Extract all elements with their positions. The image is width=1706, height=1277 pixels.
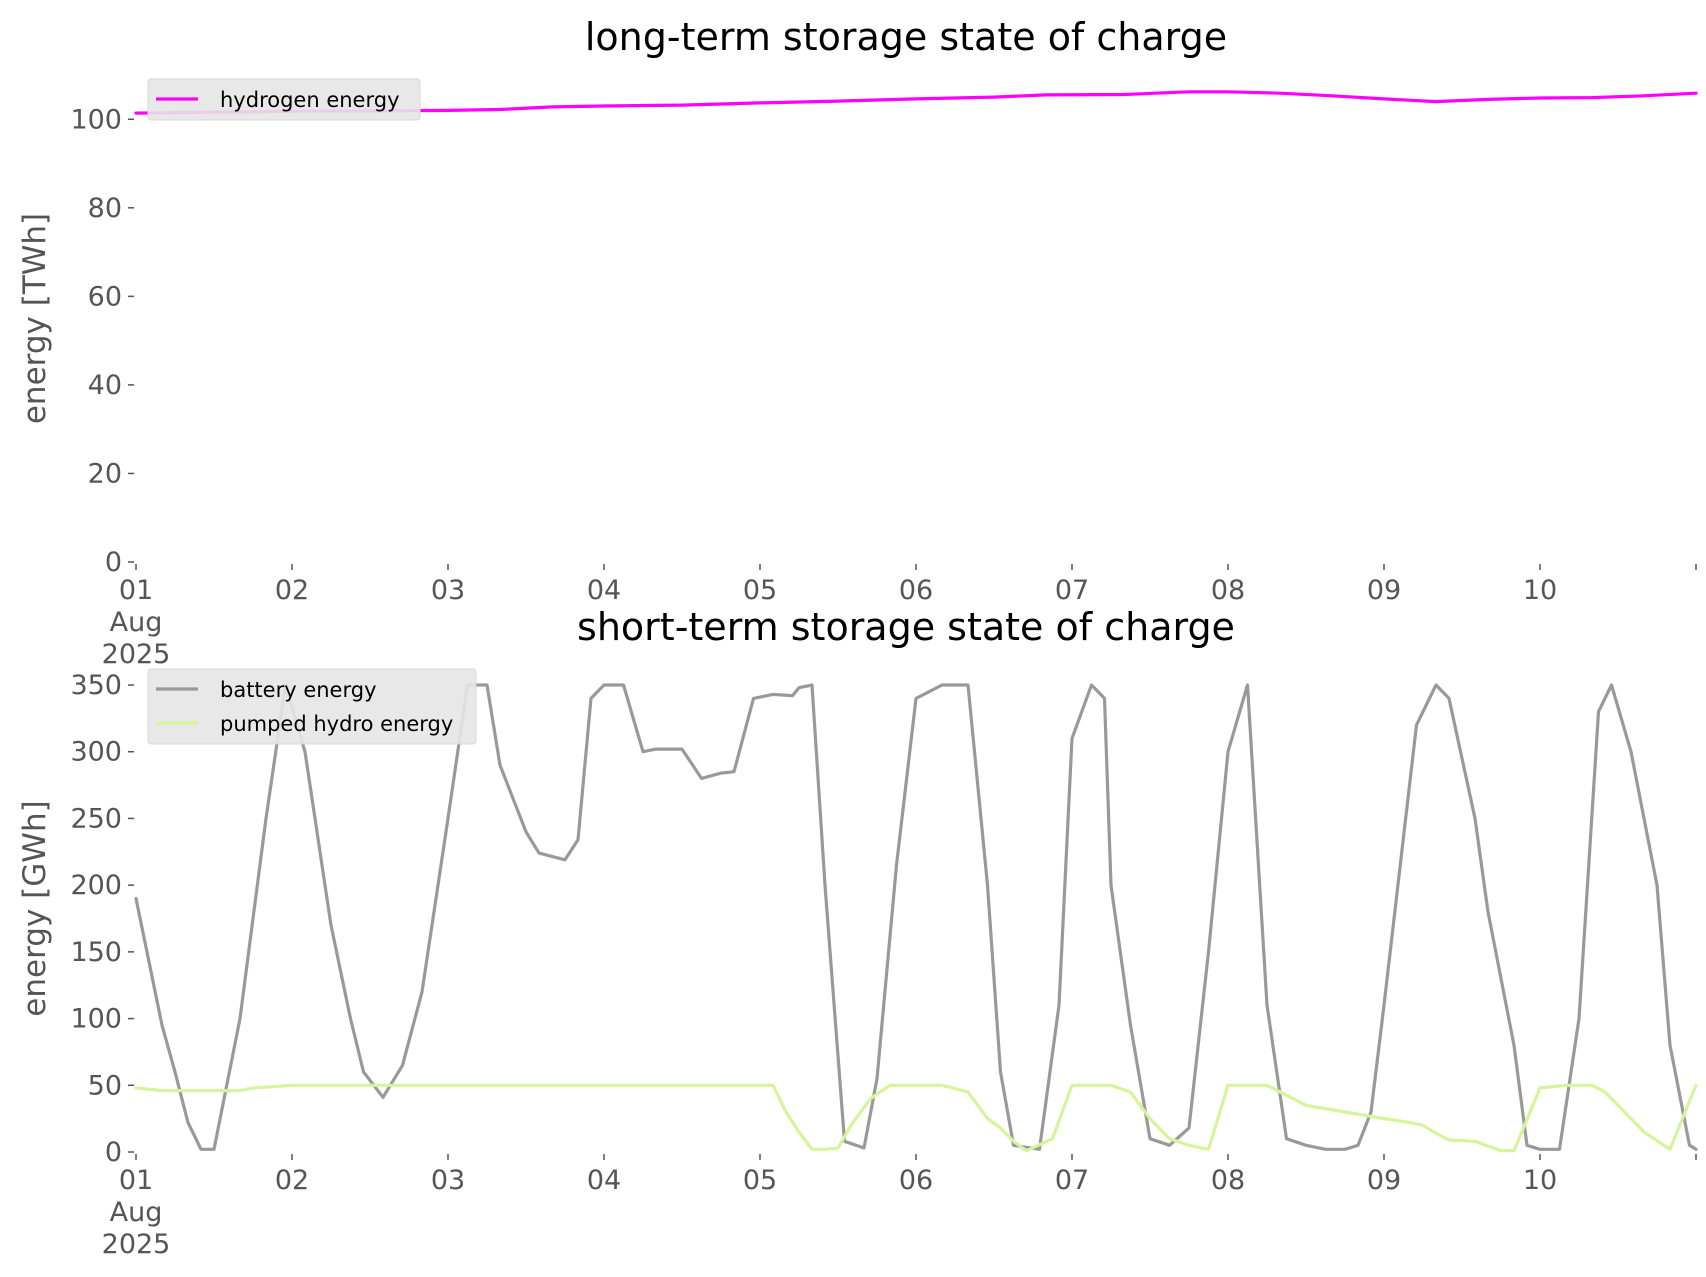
legend-label: hydrogen energy (220, 88, 400, 112)
x-tick-label: 08 (1211, 1165, 1245, 1196)
legend: hydrogen energy (147, 78, 421, 121)
y-tick-label: 150 (70, 937, 122, 968)
x-tick-label: 01 Aug 2025 (102, 575, 171, 670)
y-tick-label: 350 (70, 670, 122, 701)
y-tick-label: 80 (88, 193, 122, 224)
y-tick-label: 250 (70, 803, 122, 834)
x-tick-label: 05 (743, 1165, 777, 1196)
y-tick-label: 0 (105, 1137, 122, 1168)
y-tick-label: 40 (88, 370, 122, 401)
y-tick-label: 200 (70, 870, 122, 901)
series-line-hydrogen-energy (134, 90, 1698, 115)
series-line-pumped-hydro-energy (134, 1083, 1698, 1153)
legend-box (147, 668, 477, 745)
legend-label: battery energy (220, 678, 377, 702)
x-tick-label: 04 (587, 575, 621, 606)
legend: battery energy pumped hydro energy (147, 668, 477, 745)
x-tick-label: 07 (1055, 1165, 1089, 1196)
x-tick-label: 10 (1523, 575, 1557, 606)
x-tick-label: 02 (275, 575, 309, 606)
x-tick-label: 03 (431, 1165, 465, 1196)
y-tick-label: 60 (88, 281, 122, 312)
y-axis-label: energy [GWh] (17, 800, 53, 1016)
y-tick-label: 300 (70, 737, 122, 768)
x-tick-label: 05 (743, 575, 777, 606)
x-tick-label: 01 Aug 2025 (102, 1165, 171, 1260)
short-term-storage-panel: short-term storage state of charge energy… (17, 605, 1698, 1260)
y-tick-label: 100 (70, 1004, 122, 1035)
x-tick-label: 10 (1523, 1165, 1557, 1196)
chart-title: short-term storage state of charge (577, 605, 1235, 649)
chart-title: long-term storage state of charge (585, 15, 1227, 59)
y-tick-label: 0 (105, 547, 122, 578)
x-tick-label: 02 (275, 1165, 309, 1196)
x-tick-label: 03 (431, 575, 465, 606)
legend-box (147, 78, 421, 121)
long-term-storage-panel: long-term storage state of charge energy … (17, 15, 1698, 670)
x-tick-label: 07 (1055, 575, 1089, 606)
x-tick-label: 09 (1367, 575, 1401, 606)
x-tick-label: 08 (1211, 575, 1245, 606)
legend-label: pumped hydro energy (220, 712, 453, 736)
y-tick-label: 100 (70, 104, 122, 135)
series-line-battery-energy (134, 683, 1698, 1151)
x-tick-label: 06 (899, 575, 933, 606)
x-tick-label: 09 (1367, 1165, 1401, 1196)
y-axis-label: energy [TWh] (17, 213, 53, 424)
x-tick-label: 06 (899, 1165, 933, 1196)
y-tick-label: 20 (88, 458, 122, 489)
x-tick-label: 04 (587, 1165, 621, 1196)
y-tick-label: 50 (88, 1070, 122, 1101)
